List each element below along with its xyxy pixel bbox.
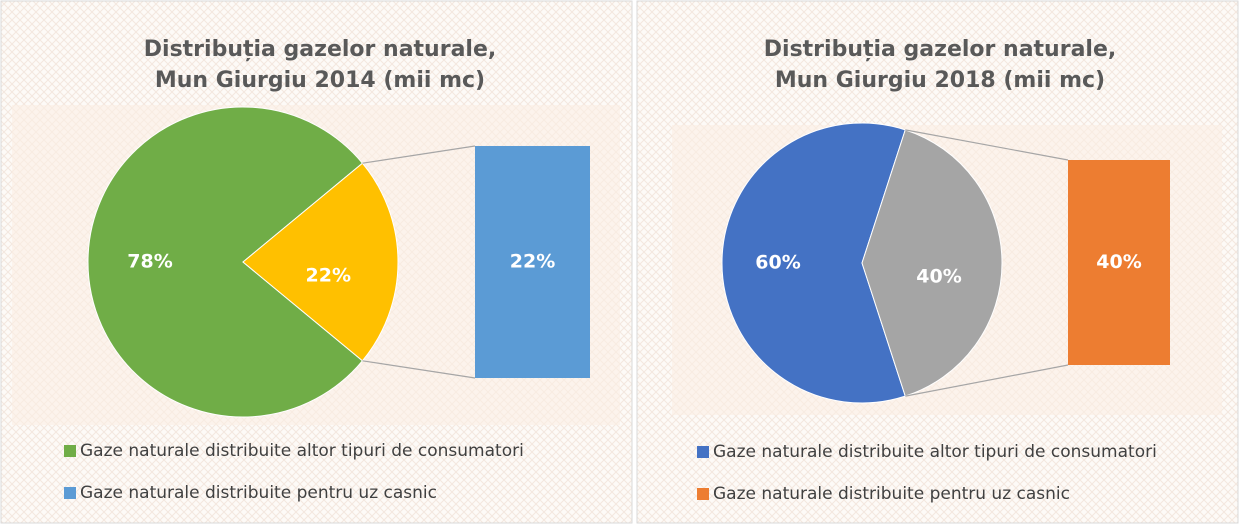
bar <box>475 146 590 378</box>
chart-title: Distribuția gazelor naturale, Mun Giurgiu… <box>144 37 496 93</box>
legend-swatch <box>697 446 709 458</box>
data-label: 22% <box>510 251 555 273</box>
pie-slice <box>861 129 1003 397</box>
legend-label: Gaze naturale distribuite pentru uz casn… <box>80 483 437 503</box>
data-label: 78% <box>127 251 172 273</box>
legend-label: Gaze naturale distribuite pentru uz casn… <box>713 484 1070 504</box>
legend-swatch <box>64 487 76 499</box>
legend-label: Gaze naturale distribuite altor tipuri d… <box>713 442 1157 462</box>
pie-slice <box>242 162 399 362</box>
connector <box>362 145 476 164</box>
pie-slice <box>87 106 364 418</box>
pie-slice <box>721 122 906 404</box>
connector <box>905 129 1069 161</box>
bar <box>1068 160 1170 365</box>
connector <box>905 364 1069 397</box>
connector <box>362 360 476 379</box>
data-label: 40% <box>916 266 961 288</box>
data-label: 22% <box>306 265 351 287</box>
legend-swatch <box>697 488 709 500</box>
chart-title: Distribuția gazelor naturale, Mun Giurgiu… <box>764 37 1116 93</box>
legend-label: Gaze naturale distribuite altor tipuri d… <box>80 441 524 461</box>
legend-swatch <box>64 445 76 457</box>
data-label: 40% <box>1096 251 1141 273</box>
data-label: 60% <box>755 252 800 274</box>
